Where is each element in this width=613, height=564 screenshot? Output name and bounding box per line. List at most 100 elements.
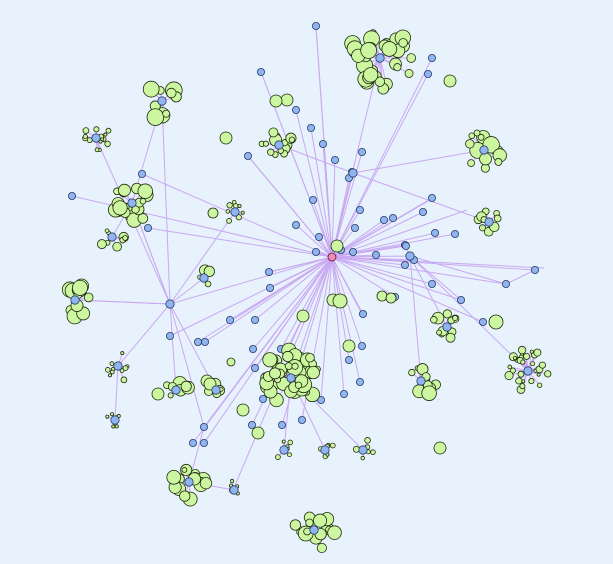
node-hub[interactable] bbox=[375, 53, 385, 63]
node-leaf[interactable] bbox=[230, 479, 235, 484]
node-hub[interactable] bbox=[193, 337, 202, 346]
node-leaf[interactable] bbox=[479, 152, 492, 166]
node-leaf[interactable] bbox=[119, 368, 125, 373]
node-leaf[interactable] bbox=[114, 424, 119, 429]
node-hub[interactable] bbox=[165, 299, 175, 309]
node-leaf[interactable] bbox=[494, 158, 503, 166]
node-hub[interactable] bbox=[501, 279, 510, 288]
node-leaf[interactable] bbox=[493, 214, 502, 223]
node-root[interactable] bbox=[327, 252, 337, 262]
node-leaf[interactable] bbox=[162, 109, 171, 118]
node-hub[interactable] bbox=[350, 223, 359, 232]
node-leaf[interactable] bbox=[327, 525, 342, 540]
node-leaf[interactable] bbox=[236, 403, 250, 417]
node-leaf[interactable] bbox=[445, 332, 456, 343]
node-hub[interactable] bbox=[113, 361, 123, 371]
node-leaf[interactable] bbox=[442, 309, 452, 319]
node-hub[interactable] bbox=[229, 485, 239, 495]
node-leaf[interactable] bbox=[226, 202, 233, 209]
node-hub[interactable] bbox=[311, 247, 320, 256]
node-leaf[interactable] bbox=[507, 364, 513, 370]
node-leaf[interactable] bbox=[523, 352, 531, 360]
node-hub[interactable] bbox=[265, 283, 274, 292]
node-hub[interactable] bbox=[355, 377, 364, 386]
node-leaf[interactable] bbox=[316, 542, 327, 554]
node-hub[interactable] bbox=[357, 341, 366, 350]
node-leaf[interactable] bbox=[280, 93, 294, 107]
node-leaf[interactable] bbox=[329, 442, 336, 449]
node-hub[interactable] bbox=[297, 415, 306, 424]
node-leaf[interactable] bbox=[291, 362, 299, 370]
node-hub[interactable] bbox=[247, 420, 256, 429]
node-leaf[interactable] bbox=[251, 426, 265, 440]
node-leaf[interactable] bbox=[421, 385, 437, 401]
node-hub[interactable] bbox=[479, 145, 489, 155]
node-leaf[interactable] bbox=[374, 76, 385, 87]
node-hub[interactable] bbox=[423, 70, 432, 79]
node-leaf[interactable] bbox=[330, 239, 344, 253]
node-leaf[interactable] bbox=[520, 359, 526, 365]
node-leaf[interactable] bbox=[538, 361, 546, 369]
node-leaf[interactable] bbox=[477, 133, 485, 141]
node-leaf[interactable] bbox=[515, 377, 523, 385]
node-hub[interactable] bbox=[199, 438, 208, 447]
node-hub[interactable] bbox=[225, 315, 234, 324]
node-leaf[interactable] bbox=[406, 53, 417, 63]
node-leaf[interactable] bbox=[105, 367, 111, 373]
node-hub[interactable] bbox=[230, 207, 240, 217]
node-leaf[interactable] bbox=[237, 203, 242, 208]
node-leaf[interactable] bbox=[112, 241, 122, 252]
node-hub[interactable] bbox=[184, 477, 194, 487]
node-leaf[interactable] bbox=[71, 279, 88, 296]
node-leaf[interactable] bbox=[179, 490, 191, 502]
node-hub[interactable] bbox=[484, 217, 494, 227]
node-leaf[interactable] bbox=[488, 314, 504, 330]
node-leaf[interactable] bbox=[433, 441, 447, 455]
node-hub[interactable] bbox=[314, 232, 323, 241]
node-leaf[interactable] bbox=[110, 412, 115, 417]
node-hub[interactable] bbox=[258, 394, 267, 403]
node-hub[interactable] bbox=[248, 344, 257, 353]
node-leaf[interactable] bbox=[473, 129, 481, 137]
node-leaf[interactable] bbox=[180, 380, 192, 392]
node-leaf[interactable] bbox=[306, 365, 320, 380]
node-hub[interactable] bbox=[291, 106, 300, 115]
node-leaf[interactable] bbox=[120, 351, 125, 356]
node-hub[interactable] bbox=[416, 376, 426, 386]
node-leaf[interactable] bbox=[465, 139, 475, 149]
node-leaf[interactable] bbox=[430, 316, 438, 324]
node-leaf[interactable] bbox=[504, 371, 514, 381]
node-hub[interactable] bbox=[418, 207, 427, 216]
node-leaf[interactable] bbox=[544, 370, 552, 378]
node-leaf[interactable] bbox=[262, 352, 278, 368]
node-hub[interactable] bbox=[143, 223, 152, 232]
node-leaf[interactable] bbox=[536, 372, 541, 377]
node-leaf[interactable] bbox=[104, 140, 111, 148]
node-hub[interactable] bbox=[311, 21, 320, 30]
node-leaf[interactable] bbox=[381, 41, 398, 57]
node-hub[interactable] bbox=[358, 309, 367, 318]
node-leaf[interactable] bbox=[289, 519, 302, 531]
node-leaf[interactable] bbox=[225, 209, 231, 214]
node-leaf[interactable] bbox=[82, 127, 90, 134]
node-hub[interactable] bbox=[274, 140, 284, 150]
node-hub[interactable] bbox=[277, 420, 286, 429]
node-hub[interactable] bbox=[531, 265, 540, 274]
node-leaf[interactable] bbox=[139, 198, 147, 205]
node-leaf[interactable] bbox=[275, 454, 281, 460]
node-leaf[interactable] bbox=[240, 210, 245, 215]
node-leaf[interactable] bbox=[398, 38, 408, 48]
node-hub[interactable] bbox=[401, 241, 410, 250]
node-hub[interactable] bbox=[165, 331, 174, 340]
node-leaf[interactable] bbox=[370, 449, 376, 455]
node-hub[interactable] bbox=[308, 195, 317, 204]
node-leaf[interactable] bbox=[166, 87, 177, 99]
node-hub[interactable] bbox=[348, 168, 358, 178]
node-leaf[interactable] bbox=[529, 349, 534, 354]
node-hub[interactable] bbox=[430, 228, 439, 237]
node-hub[interactable] bbox=[68, 191, 77, 200]
node-leaf[interactable] bbox=[287, 452, 292, 458]
node-hub[interactable] bbox=[339, 389, 348, 398]
node-leaf[interactable] bbox=[519, 383, 526, 390]
node-leaf[interactable] bbox=[284, 362, 293, 371]
